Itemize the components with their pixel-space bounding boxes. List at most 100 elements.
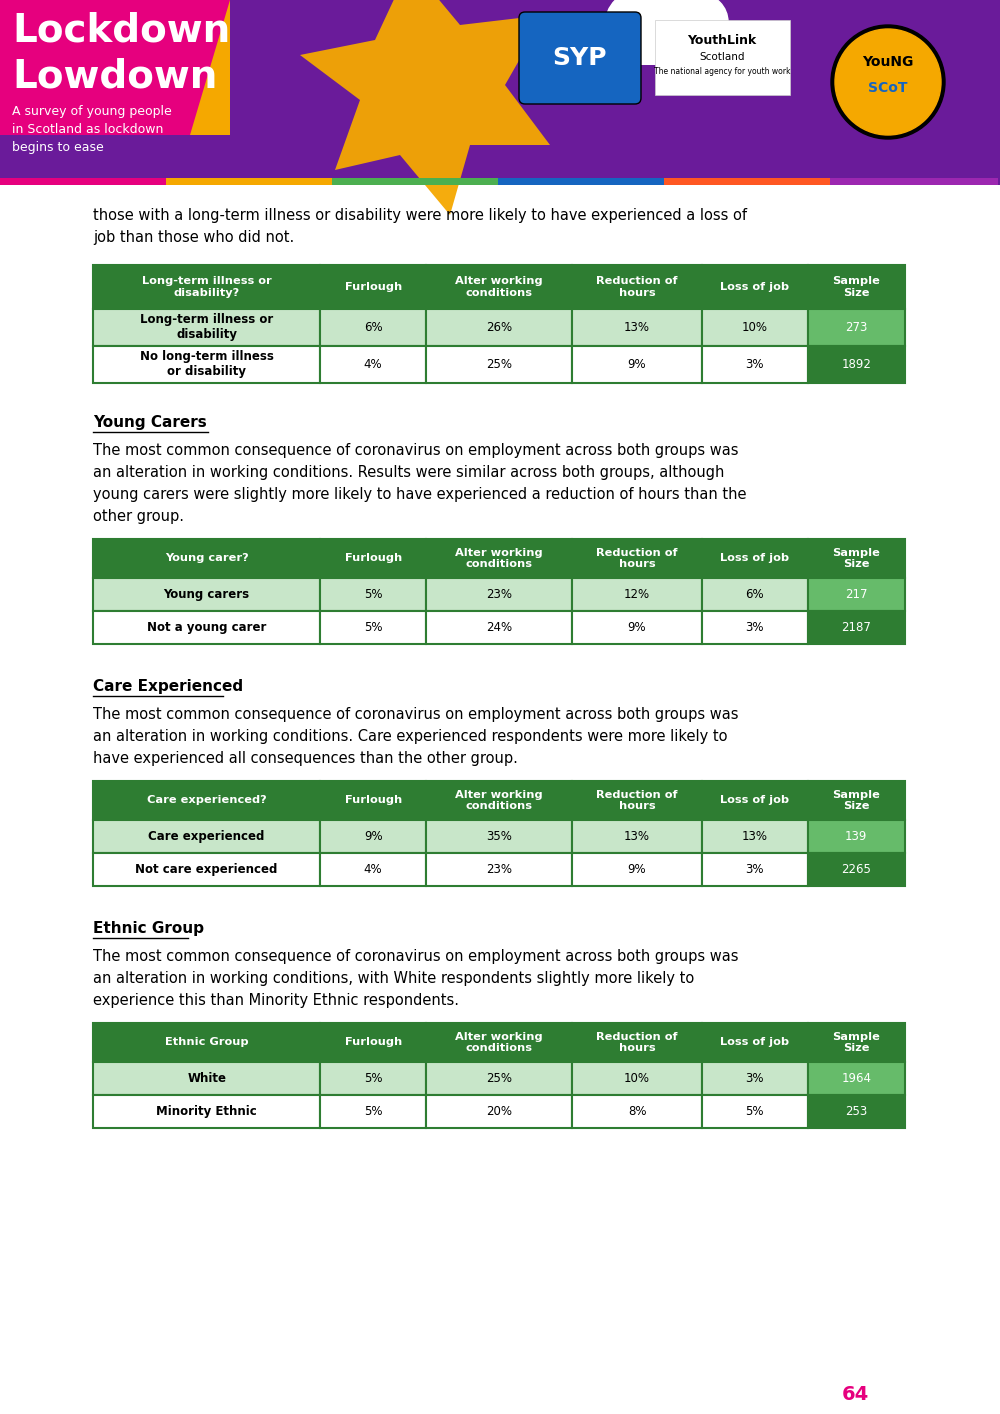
Bar [572,308,702,346]
Bar [572,820,702,853]
Text: Sample
Size: Sample Size [832,276,880,297]
Text: Not a young carer: Not a young carer [147,621,266,633]
Bar [498,178,666,185]
Text: Minority Ethnic: Minority Ethnic [156,1104,257,1118]
Text: 3%: 3% [746,621,764,633]
Text: 6%: 6% [745,588,764,601]
Text: Young Carers: Young Carers [93,414,207,430]
Bar [93,1022,320,1062]
Text: Care experienced: Care experienced [148,830,265,843]
Bar [572,1094,702,1128]
Text: other group.: other group. [93,509,184,525]
Bar [702,820,808,853]
Text: 35%: 35% [486,830,512,843]
Bar [320,820,426,853]
Text: 13%: 13% [624,321,650,334]
Text: Not care experienced: Not care experienced [135,863,278,875]
Text: The national agency for youth work: The national agency for youth work [654,68,790,76]
Text: an alteration in working conditions, with White respondents slightly more likely: an alteration in working conditions, wit… [93,971,694,986]
Bar [702,611,808,643]
Bar [655,20,790,95]
Bar [808,308,905,346]
Bar [426,346,572,383]
Text: Young carer?: Young carer? [165,553,248,563]
Bar [808,1022,905,1062]
Bar [808,820,905,853]
Bar [808,1094,905,1128]
Bar [332,178,500,185]
Bar [0,178,168,185]
Bar [426,578,572,611]
Bar [426,308,572,346]
Bar [572,1022,702,1062]
Text: YouNG: YouNG [862,55,914,69]
Polygon shape [300,0,550,215]
Text: 6%: 6% [364,321,382,334]
Bar [320,1094,426,1128]
Bar [702,264,808,308]
Text: 64: 64 [841,1384,869,1404]
Text: 3%: 3% [746,358,764,370]
Bar [426,781,572,820]
Text: Loss of job: Loss of job [720,796,789,806]
Text: 253: 253 [845,1104,867,1118]
Text: The most common consequence of coronavirus on employment across both groups was: The most common consequence of coronavir… [93,949,738,964]
Bar [808,781,905,820]
Text: Loss of job: Loss of job [720,1038,789,1048]
Text: 10%: 10% [742,321,768,334]
Text: 25%: 25% [486,1072,512,1085]
Bar [426,853,572,887]
FancyBboxPatch shape [519,11,641,105]
Circle shape [835,30,941,134]
Text: Alter working
conditions: Alter working conditions [455,789,543,812]
Bar [426,1022,572,1062]
Text: Sample
Size: Sample Size [832,1032,880,1053]
Text: an alteration in working conditions. Results were similar across both groups, al: an alteration in working conditions. Res… [93,465,724,479]
Text: A survey of young people
in Scotland as lockdown
begins to ease: A survey of young people in Scotland as … [12,105,172,154]
Circle shape [605,0,675,59]
Text: The most common consequence of coronavirus on employment across both groups was: The most common consequence of coronavir… [93,707,738,723]
Text: White: White [187,1072,226,1085]
Text: Alter working
conditions: Alter working conditions [455,547,543,570]
Bar [0,0,230,134]
Bar [93,820,320,853]
Text: Sample
Size: Sample Size [832,789,880,812]
Bar [808,1062,905,1094]
Text: Furlough: Furlough [345,281,402,291]
Text: The most common consequence of coronavirus on employment across both groups was: The most common consequence of coronavir… [93,443,738,458]
Bar [320,1062,426,1094]
Bar [702,578,808,611]
Text: Loss of job: Loss of job [720,281,789,291]
Text: 1892: 1892 [841,358,871,370]
Bar [93,853,320,887]
Text: Young carers: Young carers [164,588,250,601]
Text: 139: 139 [845,830,867,843]
Bar [426,1094,572,1128]
Text: Furlough: Furlough [345,796,402,806]
Text: Alter working
conditions: Alter working conditions [455,1032,543,1053]
Text: 9%: 9% [628,621,646,633]
Bar [166,178,334,185]
Bar [702,539,808,578]
Text: 13%: 13% [624,830,650,843]
Text: SYP: SYP [553,47,607,71]
Text: Lockdown: Lockdown [12,11,230,49]
Text: 217: 217 [845,588,868,601]
Text: 5%: 5% [364,588,382,601]
Text: job than those who did not.: job than those who did not. [93,230,294,245]
Bar [93,611,320,643]
Text: 9%: 9% [628,358,646,370]
Text: Reduction of
hours: Reduction of hours [596,276,678,297]
Bar [320,781,426,820]
Text: Lowdown: Lowdown [12,57,217,95]
Bar [320,308,426,346]
Bar [830,178,998,185]
Bar [0,0,1000,185]
Bar [93,264,320,308]
Text: Ethnic Group: Ethnic Group [93,921,204,936]
Bar [320,578,426,611]
Bar [808,853,905,887]
Text: 1964: 1964 [841,1072,871,1085]
Bar [93,781,320,820]
Text: 25%: 25% [486,358,512,370]
